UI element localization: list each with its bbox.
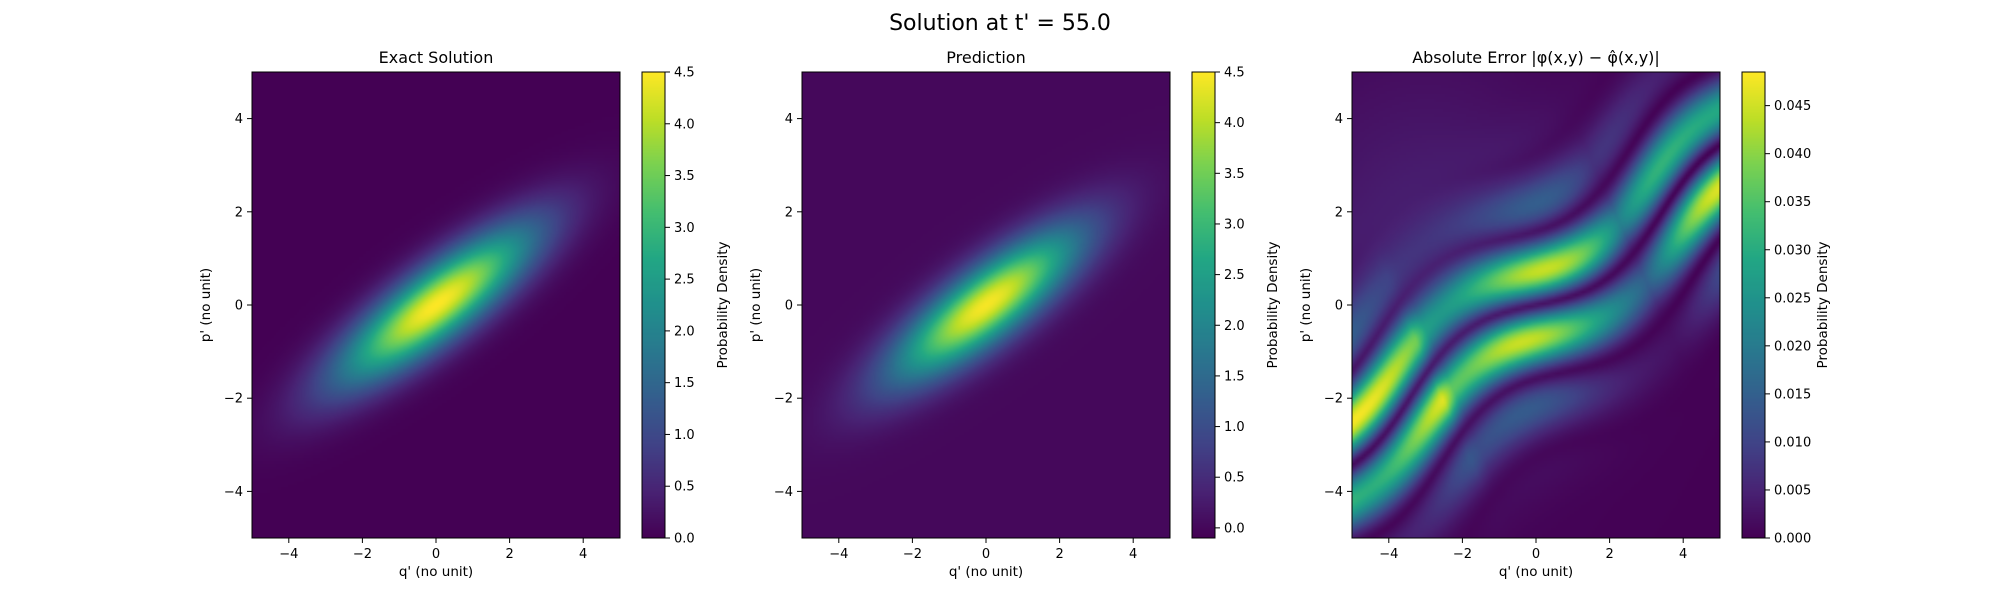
- colorbar-tick-label: 0.010: [1774, 435, 1811, 450]
- y-tick-label: −2: [774, 392, 793, 407]
- y-tick-label: 2: [1335, 205, 1343, 220]
- colorbar-tick-label: 1.0: [674, 428, 695, 443]
- colorbar-tick-label: 0.000: [1774, 532, 1811, 547]
- y-tick-label: −4: [224, 485, 243, 500]
- colorbar-tick-label: 2.0: [674, 324, 695, 339]
- colorbar-tick-label: 0.025: [1774, 291, 1811, 306]
- heatmap-image: [802, 72, 1170, 538]
- y-tick-label: −2: [1324, 392, 1343, 407]
- colorbar-tick-label: 0.5: [1224, 471, 1245, 486]
- panel-title: Exact Solution: [379, 48, 494, 67]
- x-axis-label: q' (no unit): [949, 564, 1023, 580]
- y-tick-label: 2: [785, 205, 793, 220]
- colorbar-gradient: [1192, 72, 1215, 538]
- x-tick-label: 2: [1605, 547, 1613, 562]
- colorbar-frame: [1191, 71, 1216, 539]
- colorbar-tick-label: 2.5: [674, 273, 695, 288]
- colorbar-tick-label: 3.5: [1224, 167, 1245, 182]
- y-tick-label: −4: [1324, 485, 1343, 500]
- colorbar-tick-label: 1.0: [1224, 420, 1245, 435]
- colorbar-tick-label: 0.005: [1774, 483, 1811, 498]
- colorbar: 0.000 0.005 0.010 0.015 0.020 0.025 0.030 0.035…: [1741, 71, 1831, 547]
- figure-suptitle: Solution at t' = 55.0: [889, 11, 1111, 36]
- colorbar-label: Probability Density: [715, 242, 731, 369]
- colorbar-tick-label: 3.0: [1224, 217, 1245, 232]
- colorbar-tick-label: 3.5: [674, 169, 695, 184]
- colorbar: 0.0 0.5 1.0 1.5 2.0 2.5 3.0 3.5 4.0 4.5 Probabilit…: [1191, 66, 1281, 539]
- panel-title: Prediction: [946, 48, 1025, 67]
- colorbar-frame: [1741, 71, 1766, 539]
- colorbar-frame: [641, 71, 666, 539]
- y-tick-label: 0: [235, 299, 243, 314]
- colorbar-tick-label: 4.5: [674, 66, 695, 81]
- colorbar-tick-label: 0.035: [1774, 195, 1811, 210]
- colorbar-gradient: [642, 72, 665, 538]
- colorbar-tick-label: 0.5: [674, 480, 695, 495]
- x-tick-label: −4: [1379, 547, 1398, 562]
- colorbar-tick-label: 2.0: [1224, 319, 1245, 334]
- heatmap-image: [252, 72, 620, 538]
- colorbar-tick-label: 1.5: [1224, 369, 1245, 384]
- heatmap-image: [1352, 72, 1720, 538]
- x-tick-label: −2: [903, 547, 922, 562]
- x-axis-label: q' (no unit): [399, 564, 473, 580]
- colorbar-tick-label: 0.0: [1224, 521, 1245, 536]
- colorbar-tick-label: 0.040: [1774, 147, 1811, 162]
- x-tick-label: 0: [1532, 547, 1540, 562]
- colorbar-tick-label: 0.020: [1774, 339, 1811, 354]
- x-tick-label: −2: [353, 547, 372, 562]
- x-tick-label: 2: [1055, 547, 1063, 562]
- colorbar-tick-label: 2.5: [1224, 268, 1245, 283]
- y-tick-label: −2: [224, 392, 243, 407]
- colorbar-label: Probability Density: [1815, 242, 1831, 369]
- y-tick-label: 0: [785, 299, 793, 314]
- x-tick-label: 4: [1129, 547, 1137, 562]
- panel-3: Absolute Error |φ(x,y) − φ̂(x,y)| −4 −2 0 2 4…: [1298, 48, 1831, 580]
- colorbar-tick-label: 4.5: [1224, 66, 1245, 81]
- x-tick-label: −2: [1453, 547, 1472, 562]
- panel-1: Exact Solution −4 −2 0 2 4 −4 −2 0 2 4 q' (no unit)…: [198, 48, 731, 580]
- panel-2: Prediction −4 −2 0 2 4 −4 −2 0 2 4 q' (no unit) p' (…: [748, 48, 1281, 580]
- y-axis-label: p' (no unit): [198, 268, 214, 342]
- colorbar-tick-label: 4.0: [1224, 116, 1245, 131]
- y-tick-label: 0: [1335, 299, 1343, 314]
- colorbar-tick-label: 4.0: [674, 117, 695, 132]
- y-tick-label: 4: [1335, 112, 1343, 127]
- colorbar-label: Probability Density: [1265, 242, 1281, 369]
- x-tick-label: 4: [579, 547, 587, 562]
- x-tick-label: 4: [1679, 547, 1687, 562]
- y-tick-label: 4: [235, 112, 243, 127]
- y-tick-label: 4: [785, 112, 793, 127]
- x-tick-label: −4: [829, 547, 848, 562]
- y-tick-label: −4: [774, 485, 793, 500]
- x-tick-label: 0: [432, 547, 440, 562]
- x-tick-label: 0: [982, 547, 990, 562]
- panel-title: Absolute Error |φ(x,y) − φ̂(x,y)|: [1412, 48, 1660, 67]
- colorbar-tick-label: 0.0: [674, 532, 695, 547]
- y-axis-label: p' (no unit): [748, 268, 764, 342]
- y-tick-label: 2: [235, 205, 243, 220]
- colorbar-tick-label: 1.5: [674, 376, 695, 391]
- x-axis-label: q' (no unit): [1499, 564, 1573, 580]
- colorbar: 0.0 0.5 1.0 1.5 2.0 2.5 3.0 3.5 4.0 4.5 Probabilit…: [641, 66, 731, 547]
- colorbar-tick-label: 0.045: [1774, 99, 1811, 114]
- y-axis-label: p' (no unit): [1298, 268, 1314, 342]
- colorbar-tick-label: 0.030: [1774, 243, 1811, 258]
- colorbar-tick-label: 3.0: [674, 221, 695, 236]
- panels: Exact Solution −4 −2 0 2 4 −4 −2 0 2 4 q' (no unit)…: [198, 48, 1831, 580]
- colorbar-tick-label: 0.015: [1774, 387, 1811, 402]
- colorbar-gradient: [1742, 72, 1765, 538]
- x-tick-label: −4: [279, 547, 298, 562]
- x-tick-label: 2: [505, 547, 513, 562]
